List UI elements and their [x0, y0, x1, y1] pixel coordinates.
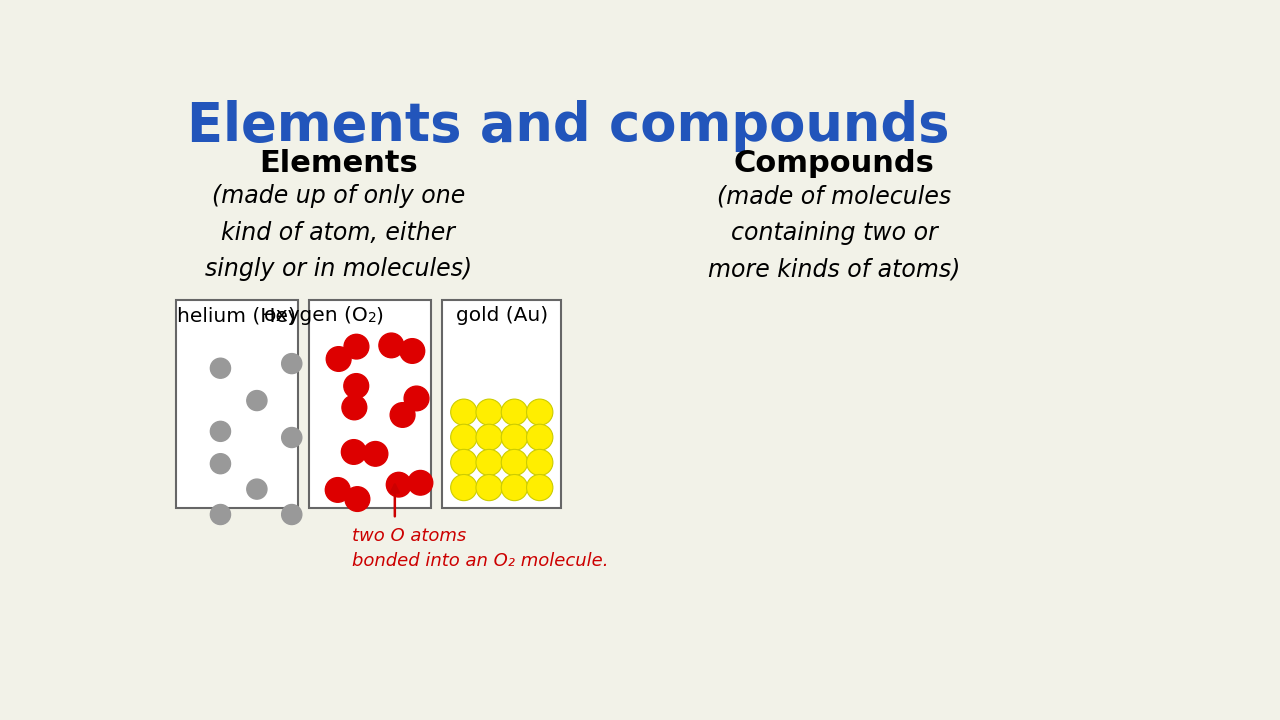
Circle shape — [364, 441, 388, 466]
Circle shape — [476, 474, 502, 500]
Text: gold (Au): gold (Au) — [456, 306, 548, 325]
Circle shape — [325, 477, 351, 503]
Circle shape — [210, 359, 230, 378]
Circle shape — [451, 424, 477, 451]
Circle shape — [210, 454, 230, 474]
Circle shape — [451, 399, 477, 426]
Circle shape — [282, 354, 302, 374]
Circle shape — [502, 424, 527, 451]
Circle shape — [526, 399, 553, 426]
Circle shape — [526, 449, 553, 475]
Circle shape — [282, 505, 302, 525]
Text: Compounds: Compounds — [733, 149, 934, 178]
Circle shape — [247, 479, 268, 499]
Circle shape — [526, 424, 553, 451]
Circle shape — [210, 505, 230, 525]
Circle shape — [342, 395, 367, 420]
Text: (made of molecules
containing two or
more kinds of atoms): (made of molecules containing two or mor… — [708, 184, 960, 281]
Circle shape — [390, 402, 415, 427]
Circle shape — [387, 472, 411, 497]
Text: Elements: Elements — [259, 149, 417, 178]
Text: oxygen (O: oxygen (O — [264, 306, 367, 325]
Text: helium (He): helium (He) — [178, 306, 296, 325]
Circle shape — [342, 440, 366, 464]
Circle shape — [476, 399, 502, 426]
Circle shape — [344, 334, 369, 359]
Circle shape — [451, 449, 477, 475]
Circle shape — [326, 347, 351, 372]
Circle shape — [282, 428, 302, 448]
Text: two O atoms
bonded into an O₂ molecule.: two O atoms bonded into an O₂ molecule. — [352, 527, 609, 570]
Circle shape — [502, 449, 527, 475]
Circle shape — [344, 374, 369, 398]
Circle shape — [526, 474, 553, 500]
Circle shape — [476, 424, 502, 451]
Bar — [308, 300, 431, 508]
Circle shape — [476, 449, 502, 475]
Bar — [442, 300, 562, 508]
Text: Elements and compounds: Elements and compounds — [187, 100, 950, 153]
Circle shape — [502, 474, 527, 500]
Circle shape — [379, 333, 403, 358]
Circle shape — [247, 390, 268, 410]
Circle shape — [210, 421, 230, 441]
Circle shape — [408, 470, 433, 495]
Text: (made up of only one
kind of atom, either
singly or in molecules): (made up of only one kind of atom, eithe… — [205, 184, 472, 281]
Text: ): ) — [375, 306, 383, 325]
Circle shape — [346, 487, 370, 511]
Circle shape — [399, 338, 425, 364]
Circle shape — [404, 386, 429, 411]
Circle shape — [451, 474, 477, 500]
Text: 2: 2 — [367, 311, 376, 325]
Circle shape — [502, 399, 527, 426]
Bar — [175, 300, 298, 508]
